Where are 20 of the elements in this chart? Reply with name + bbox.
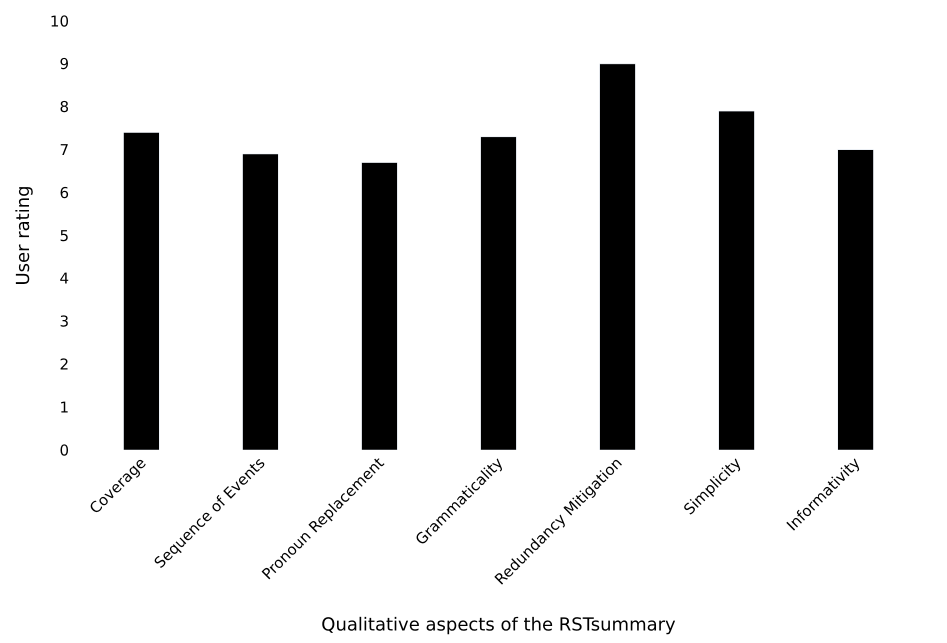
bar: [242, 154, 279, 450]
y-tick-label: 10: [50, 12, 69, 30]
bar: [123, 132, 160, 450]
y-tick-label: 7: [59, 140, 69, 159]
bar: [361, 162, 398, 450]
bar: [718, 110, 755, 450]
y-tick-label: 9: [59, 55, 69, 74]
y-tick-label: 5: [59, 226, 69, 245]
x-axis-title: Qualitative aspects of the RSTsummary: [321, 614, 676, 636]
y-tick-label: 0: [59, 441, 69, 460]
bar: [837, 149, 874, 450]
y-tick-label: 8: [59, 98, 69, 116]
y-tick-label: 2: [59, 355, 69, 374]
y-tick-label: 6: [59, 184, 69, 202]
y-axis-title: User rating: [13, 185, 34, 286]
bar: [599, 64, 636, 450]
y-tick-label: 1: [59, 398, 69, 416]
y-tick-label: 3: [59, 312, 69, 331]
bar: [480, 136, 517, 450]
y-tick-label: 4: [59, 270, 69, 288]
